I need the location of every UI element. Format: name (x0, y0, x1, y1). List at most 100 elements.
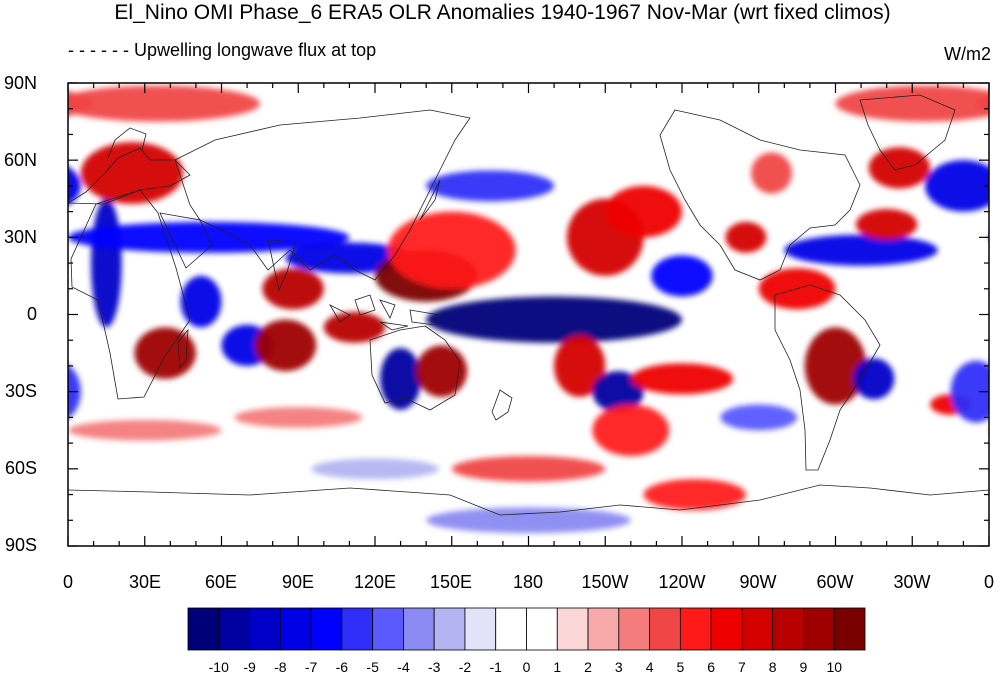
anomaly-cell (989, 222, 1005, 253)
anomaly-cell (68, 419, 222, 441)
colorbar-label: -9 (243, 659, 256, 675)
colorbar-swatch (187, 607, 220, 651)
lon-label-150w: 150W (581, 572, 628, 592)
colorbar-label: 10 (826, 659, 842, 675)
anomaly-cell (554, 335, 606, 397)
colorbar-label: 6 (707, 659, 715, 675)
lon-label-30e: 30E (129, 572, 161, 592)
colorbar-swatch (649, 607, 681, 651)
anomaly-cell (415, 345, 468, 397)
field-description-text: Upwelling longwave flux at top (133, 40, 377, 60)
colorbar-label: -6 (336, 659, 349, 675)
anomaly-cell (180, 275, 222, 328)
dashed-line-legend-icon: - - - - - - (68, 40, 134, 60)
anomaly-cell (651, 255, 713, 297)
axis-ticks (67, 82, 990, 547)
units-label: W/m2 (944, 44, 991, 64)
colorbar-swatch (372, 607, 404, 651)
anomaly-cell (311, 458, 439, 480)
colorbar-swatch (772, 607, 804, 651)
colorbar-swatch (803, 607, 835, 651)
anomaly-cell (804, 327, 867, 405)
colorbar-label: 9 (800, 659, 808, 675)
colorbar-swatch (341, 607, 374, 651)
coastlines (68, 94, 989, 516)
lon-label-180: 180 (513, 572, 543, 592)
anomaly-cell (380, 347, 422, 410)
lon-label-0-east: 0 (984, 572, 994, 592)
colorbar-label: -4 (397, 659, 410, 675)
colorbar-swatch (833, 607, 866, 651)
anomaly-cell (868, 147, 931, 189)
anomaly-cell (784, 234, 938, 266)
anomaly-cell (451, 455, 606, 482)
anomaly-cell (989, 420, 1005, 441)
lat-label-90s: 90S (5, 535, 37, 555)
anomaly-cell (925, 160, 989, 212)
anomaly-cell (68, 85, 260, 122)
anomaly-cell (950, 360, 989, 423)
colorbar-swatch (310, 607, 343, 651)
colorbar-label: -7 (305, 659, 318, 675)
anomaly-cell (426, 170, 555, 202)
colorbar-swatch (279, 607, 312, 651)
plot-title: El_Nino OMI Phase_6 ERA5 OLR Anomalies 1… (114, 1, 891, 24)
colorbar-label: -1 (490, 659, 503, 675)
anomaly-field (68, 85, 1005, 534)
anomaly-cell (835, 85, 989, 122)
colorbar-swatch (403, 607, 435, 651)
colorbar-label: -10 (209, 659, 229, 675)
lat-label-90n: 90N (4, 73, 37, 93)
colorbar-swatch (556, 607, 589, 651)
lat-label-60s: 60S (5, 458, 37, 478)
lat-label-30s: 30S (5, 381, 37, 401)
anomaly-cell (426, 296, 682, 343)
anomaly-cell (134, 327, 196, 379)
anomaly-cell (605, 185, 682, 238)
anomaly-cell (68, 166, 81, 206)
lon-label-90w: 90W (739, 572, 776, 592)
lon-label-120e: 120E (354, 572, 396, 592)
lon-label-60e: 60E (205, 572, 237, 592)
lat-label-60n: 60N (4, 150, 37, 170)
colorbar-swatch (218, 607, 250, 651)
lon-label-60w: 60W (816, 572, 853, 592)
anomaly-cell (68, 90, 94, 117)
colorbar-swatch (495, 607, 527, 651)
colorbar-label: -3 (428, 659, 441, 675)
colorbar-label: 8 (769, 659, 777, 675)
lon-label-0: 0 (63, 572, 73, 592)
colorbar-labels: -10 -9 -8 -7 -6 -5 -4 -3 -2 -1 0 1 2 3 4 5 6 7 8 9 10 (209, 659, 843, 675)
field-description: - - - - - - Upwelling longwave flux at t… (68, 40, 376, 60)
colorbar-label: 0 (523, 659, 531, 675)
anomaly-cell (323, 311, 386, 343)
anomaly-cell (853, 358, 895, 400)
anomaly-cell (725, 221, 767, 253)
colorbar-swatch (249, 607, 281, 651)
anomaly-cell (751, 152, 793, 194)
anomaly-cell (254, 319, 317, 372)
anomaly-cell (234, 407, 363, 428)
colorbar-label: 7 (738, 659, 746, 675)
anomaly-cell (630, 363, 734, 395)
colorbar-swatch (464, 607, 497, 651)
colorbar-label: 3 (615, 659, 623, 675)
colorbar-label: 1 (553, 659, 561, 675)
lat-label-eq: 0 (27, 304, 37, 324)
colorbar-label: -5 (366, 659, 379, 675)
anomaly-cell (720, 404, 798, 431)
anomaly-cell (592, 371, 644, 413)
anomaly-cell (426, 507, 631, 534)
colorbar-swatch (710, 607, 743, 651)
colorbar (187, 607, 866, 651)
colorbar-label: 2 (584, 659, 592, 675)
latitude-axis: 90N 60N 30N 0 30S 60S 90S (4, 73, 37, 555)
anomaly-cell (592, 404, 670, 456)
colorbar-swatch (741, 607, 774, 651)
colorbar-label: -2 (459, 659, 472, 675)
colorbar-label: 5 (676, 659, 684, 675)
lon-label-90e: 90E (282, 572, 314, 592)
colorbar-swatch (679, 607, 712, 651)
anomaly-cell (855, 209, 918, 240)
